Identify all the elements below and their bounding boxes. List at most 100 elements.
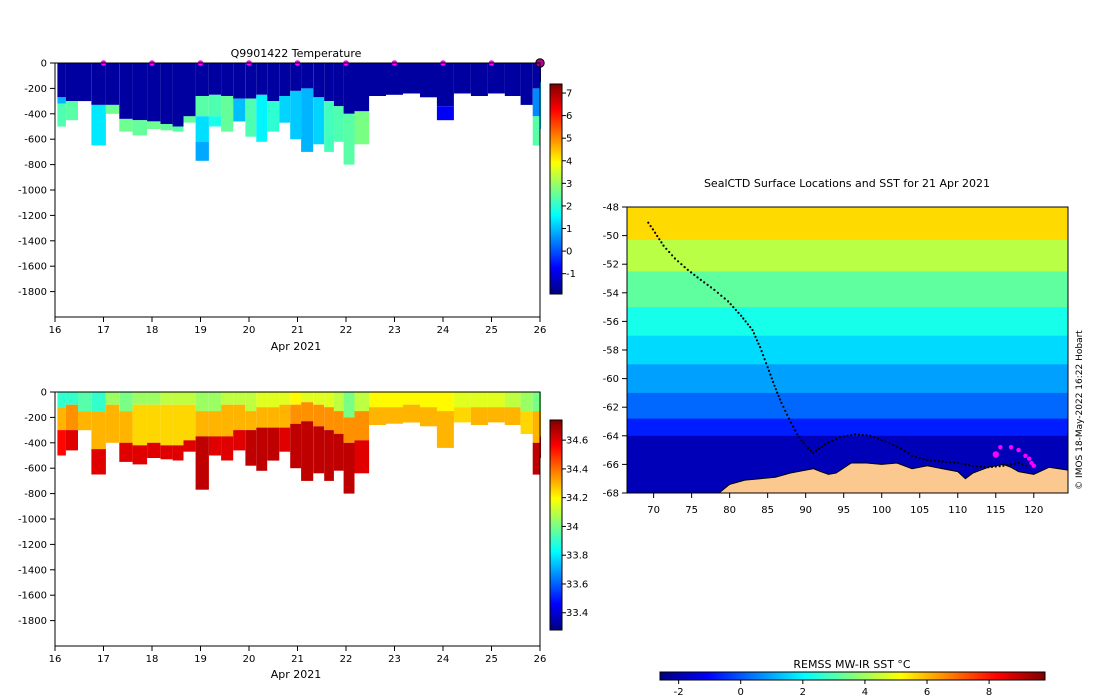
track-point [838,436,842,439]
recent-location [1008,445,1014,450]
data-cell [420,407,437,427]
profile-column [91,392,106,475]
track-point [769,373,772,376]
salinity-y-ticks: 0 -200 -400 -600 -800 -1000 -1200 -1400 -1600 -18… [18,388,55,627]
data-cell [301,63,314,89]
y-tick-label: -600 [24,135,47,146]
track-point [787,417,791,420]
data-cell [324,101,334,152]
track-point [690,271,693,274]
data-cell [301,421,314,481]
track-point [773,384,776,387]
track-point [776,391,779,394]
track-point [777,394,780,398]
data-cell [290,423,302,469]
profile-column [436,63,454,121]
data-cell [160,392,173,405]
track-point [651,228,655,231]
lon-tick-label: 100 [872,505,891,516]
profile-column [313,63,325,145]
data-cell [324,392,334,408]
data-cell [290,90,302,140]
data-cell [195,141,209,161]
track-point [922,457,925,461]
track-point [727,300,730,303]
track-point [716,291,720,294]
sst-colorbar-tick-label: -2 [674,687,684,698]
track-point [782,405,785,408]
data-cell [183,404,196,441]
x-tick-label: 16 [49,654,62,665]
data-cell [354,411,370,441]
profile-column [147,63,161,129]
profile-column [105,63,120,114]
track-point [941,460,944,463]
profile-column [532,392,540,475]
x-tick-label: 18 [146,325,159,336]
data-cell [369,63,386,96]
salinity-x-ticks: 16 17 18 19 20 21 22 23 24 25 26 [49,646,546,665]
track-point [983,465,986,468]
data-cell [256,427,268,471]
profile-column [343,392,355,494]
x-tick-label: 25 [485,654,498,665]
salinity-section [57,392,541,494]
colorbar-tick-label: 6 [566,111,572,122]
data-cell [470,407,488,425]
track-point [899,447,902,450]
colorbar-tick-label: 4 [566,156,572,167]
data-cell [172,445,184,461]
lon-tick-label: 105 [910,505,929,516]
data-cell [78,392,92,412]
lon-tick-label: 115 [986,505,1005,516]
track-point [809,449,812,452]
profile-column [183,63,196,123]
y-tick-label: 0 [41,59,47,70]
profile-column [78,392,92,431]
data-cell [65,404,78,431]
colorbar-tick-label: 34.4 [566,464,588,475]
track-point [892,444,895,447]
track-point [737,311,740,314]
lat-tick-label: -52 [603,260,619,271]
data-cell [504,392,521,408]
data-cell [333,411,344,434]
colorbar-tick-label: 1 [566,224,572,235]
data-cell [195,411,209,437]
data-cell [354,392,370,412]
colorbar-tick-label: 34.6 [566,436,588,447]
profile-column [160,392,173,460]
colorbar-tick-label: 3 [566,179,572,190]
track-point [647,221,650,224]
data-cell [245,411,257,431]
lat-tick-label: -58 [603,346,619,357]
data-cell [233,404,246,431]
map-title: SealCTD Surface Locations and SST for 21… [704,177,990,190]
data-cell [209,94,222,117]
profile-column [301,392,314,481]
x-tick-label: 20 [243,654,256,665]
track-point [767,369,771,372]
track-point [802,441,805,445]
track-point [960,462,963,465]
track-point [823,443,826,446]
track-point [846,434,849,437]
data-cell [504,407,521,425]
track-point [918,456,921,460]
track-point [740,314,743,317]
lon-tick-label: 75 [685,505,698,516]
data-cell [343,113,355,165]
data-cell [147,121,161,129]
data-cell [65,430,78,451]
data-cell [313,392,325,405]
track-point [671,254,674,257]
track-point [754,335,757,338]
data-cell [209,436,222,456]
data-cell [209,116,222,127]
track-point [998,465,1001,468]
data-cell [245,63,257,99]
data-cell [209,392,222,412]
profile-column [256,392,268,471]
profile-column [420,63,437,98]
x-tick-label: 21 [291,325,304,336]
